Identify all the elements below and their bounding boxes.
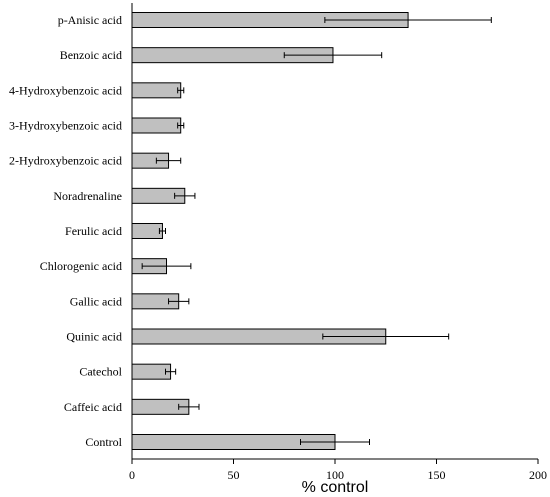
error-bar [178,403,200,410]
category-label: Chlorogenic acid [40,259,122,273]
x-tick-label: 0 [129,468,135,482]
error-bar [158,228,166,234]
error-bar [174,192,196,199]
error-bar [299,439,371,445]
error-bars-group [141,17,492,445]
category-label: Noradrenaline [53,189,122,203]
error-bar [168,298,190,305]
error-bar [322,333,450,340]
category-label: Ferulic acid [65,224,122,238]
bar [131,223,163,239]
bar [131,82,182,99]
axes-group [131,3,538,460]
error-bar [155,157,182,164]
error-bar [164,368,177,375]
category-label: 2-Hydroxybenzoic acid [9,154,122,168]
x-tick-label: 100 [326,468,344,482]
bar [131,117,182,134]
category-label: Control [85,435,122,449]
error-bar [324,17,492,23]
error-bar [177,87,185,94]
error-bar [177,122,185,129]
category-label: 3-Hydroxybenzoic acid [9,119,122,133]
error-bar [141,263,192,270]
x-tick-label: 200 [529,468,547,482]
category-label: Caffeic acid [64,400,122,414]
x-axis-title: % control [302,479,369,496]
category-labels-group: p-Anisic acid Benzoic acid 4-Hydroxybenzoi… [9,13,123,449]
bars-group [131,12,409,450]
category-label: 4-Hydroxybenzoic acid [9,83,122,97]
x-tick-label: 150 [428,468,446,482]
x-ticks-group: 0 50 100 150 200 [129,459,547,482]
x-tick-label: 50 [228,468,240,482]
category-label: Catechol [79,365,122,379]
bar [131,363,172,380]
category-label: p-Anisic acid [58,13,122,27]
category-label: Quinic acid [66,330,122,344]
category-label: Gallic acid [70,294,122,308]
category-label: Benzoic acid [60,48,122,62]
error-bar [283,52,383,59]
